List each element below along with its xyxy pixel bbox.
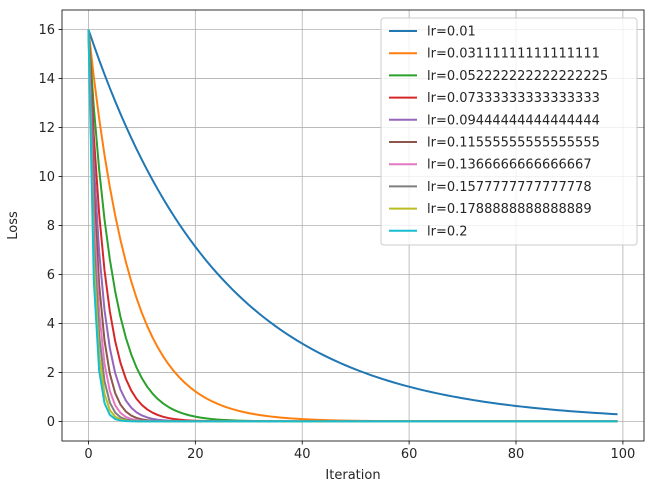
legend-label: lr=0.2 [427,224,468,239]
series-line [87,29,618,423]
x-axis-label: Iteration [325,468,380,483]
x-tick-label: 80 [508,447,525,462]
axis-ticks: 0 20 40 60 80 100 0 2 4 6 8 10 12 14 16 [38,23,635,462]
legend-box [380,17,638,246]
series-line [87,29,618,416]
legend-label: lr=0.11555555555555555 [427,136,600,151]
legend-label: lr=0.01 [427,25,476,40]
series-lines [87,29,618,423]
legend-label: lr=0.1788888888888889 [427,202,592,217]
y-tick-label: 12 [38,121,55,136]
y-tick-label: 8 [47,219,55,234]
y-tick-label: 6 [47,268,55,283]
legend: lr=0.01 lr=0.03111111111111111 lr=0.052222… [380,17,638,246]
legend-label: lr=0.1366666666666667 [427,158,592,173]
y-tick-label: 0 [47,415,55,430]
y-tick-label: 2 [47,366,55,381]
x-tick-label: 20 [187,447,204,462]
legend-label: lr=0.1577777777777778 [427,180,592,195]
y-tick-label: 16 [38,23,55,38]
x-tick-label: 100 [610,447,635,462]
x-tick-label: 0 [84,447,92,462]
y-tick-label: 10 [38,170,55,185]
y-axis-label: Loss [6,211,21,240]
legend-label: lr=0.07333333333333333 [427,91,600,106]
legend-label: lr=0.09444444444444444 [427,113,600,128]
y-tick-label: 4 [47,317,55,332]
x-tick-label: 60 [401,447,418,462]
legend-label: lr=0.03111111111111111 [427,47,600,62]
x-tick-label: 40 [294,447,311,462]
legend-label: lr=0.052222222222222225 [427,69,608,84]
y-tick-label: 14 [38,72,55,87]
